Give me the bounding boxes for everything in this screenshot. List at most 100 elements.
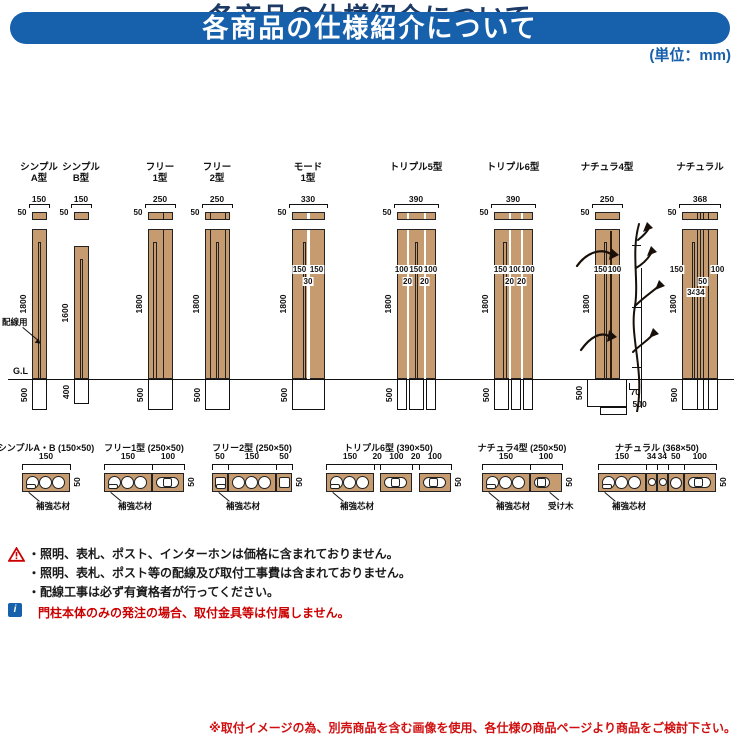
board-width-label: 100 [393, 265, 410, 274]
cross-dimension-tick [667, 464, 669, 470]
footing-divider [708, 380, 710, 409]
column-name-line: シンプル [20, 162, 58, 173]
cross-segment-label: 100 [389, 451, 404, 461]
footing-divider [696, 380, 698, 409]
core-material-mark [486, 484, 496, 489]
board-width-label: 150 [592, 265, 609, 274]
block-hole-circle-small [658, 478, 667, 486]
wiring-note: 配線用 [2, 317, 28, 327]
block-hole-circle [343, 476, 356, 489]
top-thickness-label: 50 [190, 208, 200, 217]
board-width-label: 34 [694, 288, 706, 297]
cross-dimension-tick [646, 464, 647, 470]
cross-dimension-tick [418, 464, 420, 470]
cross-section-title: フリー2型 (250×50) [212, 443, 292, 453]
column-name-line: 1型 [152, 173, 168, 184]
info-icon: i [8, 603, 22, 617]
cross-dimension-tick [380, 464, 382, 470]
block-hole-circle [628, 476, 641, 489]
top-dimension-label: 150 [31, 194, 47, 204]
top-view-divider [224, 213, 226, 219]
wiring-channel [215, 242, 219, 378]
board-divider [700, 229, 701, 379]
cross-dimension-line [212, 464, 292, 465]
top-view-divider [703, 213, 705, 219]
block-hole-circle [39, 476, 52, 489]
cross-dimension-tick [482, 464, 483, 470]
cross-dimension-tick [228, 464, 229, 470]
column-name-line: ナチュラ4型 [580, 162, 634, 173]
cross-thickness-label: 50 [717, 477, 728, 487]
cross-section-block [656, 473, 668, 492]
cross-dimension-tick [292, 464, 293, 470]
plant-illustration [603, 220, 665, 413]
column-name-line: トリプル5型 [389, 162, 443, 173]
board-width-label: 150 [308, 265, 325, 274]
wiring-channel [153, 242, 157, 378]
cross-section-block [152, 473, 184, 492]
board-width-label: 100 [606, 265, 623, 274]
footer-note: ※取付イメージの為、別売商品を含む画像を使用、各仕様の商品ページより商品をご検討… [209, 721, 736, 735]
top-dimension-label: 250 [209, 194, 225, 204]
top-view-divider [700, 213, 701, 219]
board-width-label: 20 [504, 277, 515, 286]
column-name-line: シンプル [62, 162, 100, 173]
cross-dimension-tick [184, 464, 185, 470]
top-thickness-label: 50 [382, 208, 392, 217]
board-width-label: 20 [402, 277, 413, 286]
top-view-divider [209, 213, 211, 219]
wiring-channel [302, 242, 306, 378]
cross-segment-label: 34 [646, 451, 657, 461]
footing [493, 379, 509, 410]
cross-dimension-line [482, 464, 562, 465]
top-view-gap [520, 213, 523, 219]
wiring-channel [603, 242, 607, 378]
board-width-label: 34 [686, 288, 698, 297]
cross-section-block [326, 473, 374, 492]
stake-depth-label: 500 [632, 399, 647, 409]
cross-segment-label: 150 [498, 451, 514, 461]
cross-section-block [530, 473, 562, 492]
top-dimension-bracket [201, 204, 233, 208]
block-hole-square [279, 477, 290, 488]
column-name-natural: ナチュラル [655, 162, 740, 173]
top-view-gap [406, 213, 409, 219]
column-name-free-2: フリー 2型 [172, 162, 262, 184]
core-material-note: 補強芯材 [118, 501, 153, 511]
top-view-gap [508, 213, 511, 219]
stake-offset-bracket [628, 383, 638, 390]
ground-line [8, 379, 734, 380]
top-dimension-label: 390 [505, 194, 521, 204]
wood-core-line [609, 231, 612, 379]
board-divider [708, 229, 710, 379]
cross-section-block [418, 473, 451, 492]
core-material-note: 補強芯材 [340, 501, 375, 511]
core-material-note: 補強芯材 [226, 501, 261, 511]
wiring-channel [79, 259, 83, 378]
board-width-label: 100 [709, 265, 726, 274]
wiring-channel [503, 242, 507, 378]
cross-section-title: ナチュラ4型 (250×50) [477, 443, 567, 453]
block-hole-circle [615, 476, 628, 489]
cross-segment-label: 100 [427, 451, 442, 461]
cross-dimension-line [326, 464, 451, 465]
pillar [681, 229, 719, 379]
cross-dimension-tick [276, 464, 277, 470]
block-hole-circle [245, 476, 258, 489]
wiring-channel [37, 242, 41, 378]
column-name-simple-b: シンプル B型 [36, 162, 126, 184]
top-thickness-label: 50 [133, 208, 143, 217]
board-gap [508, 230, 511, 379]
cross-dimension-tick [412, 464, 414, 470]
cross-dimension-tick [530, 464, 531, 470]
cross-section-block [228, 473, 276, 492]
pillar [493, 229, 533, 379]
warning-icon [8, 547, 25, 562]
top-view-gap [423, 213, 426, 219]
pillar [147, 229, 173, 379]
column-name-line: 2型 [209, 173, 225, 184]
cross-segment-label: 150 [38, 451, 54, 461]
top-dimension-bracket [490, 204, 536, 208]
cross-dimension-tick [22, 464, 23, 470]
cross-dimension-tick [374, 464, 375, 470]
